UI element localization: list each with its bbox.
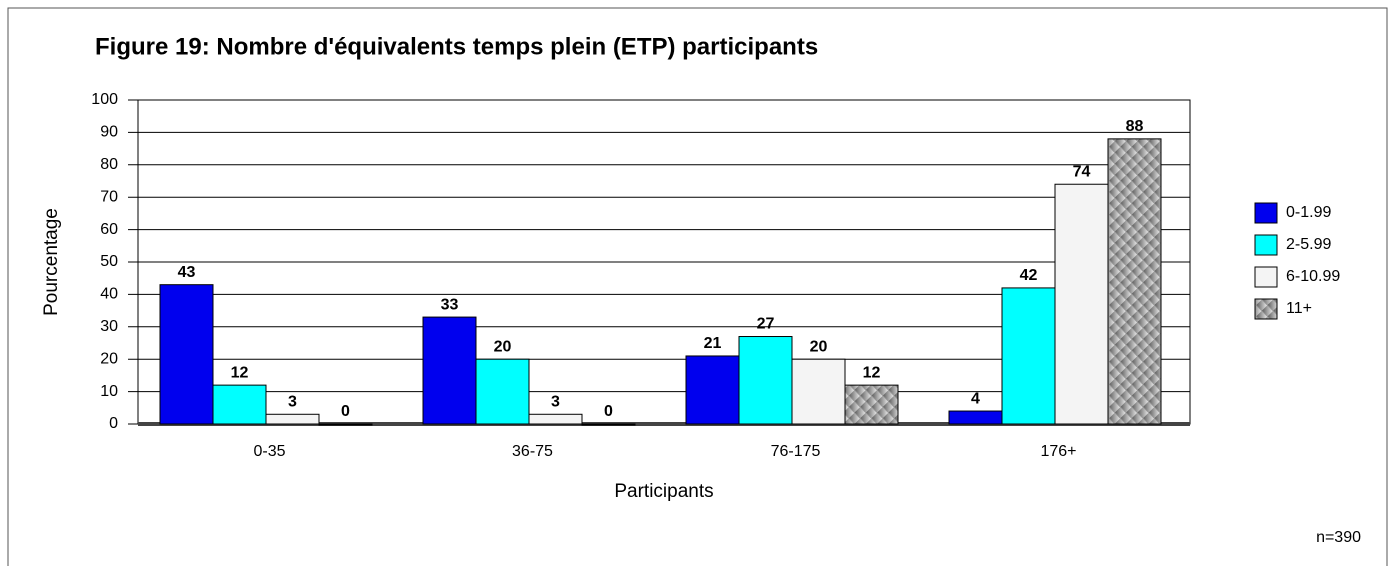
value-label: 20 xyxy=(494,338,512,355)
value-label: 12 xyxy=(231,364,249,381)
y-tick-label: 90 xyxy=(100,124,118,141)
bar xyxy=(738,336,793,425)
value-label: 0 xyxy=(604,403,613,420)
y-axis-label: Pourcentage xyxy=(41,208,62,316)
bar xyxy=(685,355,740,425)
bar xyxy=(475,358,530,425)
value-label: 21 xyxy=(704,335,722,352)
bar xyxy=(1001,287,1056,425)
bar xyxy=(844,384,899,425)
bar xyxy=(265,413,320,425)
legend-swatch xyxy=(1254,234,1278,256)
legend-label: 0-1.99 xyxy=(1286,204,1331,221)
value-label: 27 xyxy=(757,316,775,333)
x-tick-label: 0-35 xyxy=(253,443,285,460)
legend-label: 2-5.99 xyxy=(1286,236,1331,253)
bar xyxy=(159,284,214,425)
y-tick-label: 100 xyxy=(91,91,118,108)
note: n=390 xyxy=(1316,529,1361,546)
bar xyxy=(791,358,846,425)
x-axis-label: Participants xyxy=(614,481,713,502)
bar xyxy=(212,384,267,425)
value-label: 74 xyxy=(1073,163,1091,180)
bar xyxy=(528,413,583,425)
floor xyxy=(138,422,1190,426)
value-label: 4 xyxy=(971,390,980,407)
value-label: 42 xyxy=(1020,267,1038,284)
y-tick-label: 60 xyxy=(100,221,118,238)
y-tick-label: 20 xyxy=(100,350,118,367)
x-tick-label: 76-175 xyxy=(771,443,821,460)
frame xyxy=(7,7,1388,566)
y-tick-label: 80 xyxy=(100,156,118,173)
bar xyxy=(948,410,1003,425)
y-tick-label: 50 xyxy=(100,253,118,270)
legend-swatch xyxy=(1254,266,1278,288)
y-tick-label: 30 xyxy=(100,318,118,335)
x-tick-label: 176+ xyxy=(1040,443,1076,460)
y-tick-label: 0 xyxy=(109,415,118,432)
value-label: 20 xyxy=(810,338,828,355)
legend-label: 6-10.99 xyxy=(1286,268,1340,285)
value-label: 3 xyxy=(551,393,560,410)
y-tick-label: 10 xyxy=(100,383,118,400)
value-label: 33 xyxy=(441,296,459,313)
chart-title: Figure 19: Nombre d'équivalents temps pl… xyxy=(95,33,818,60)
bar xyxy=(422,316,477,425)
bar xyxy=(1054,183,1109,425)
value-label: 43 xyxy=(178,264,196,281)
legend-label: 11+ xyxy=(1286,300,1312,317)
legend-swatch xyxy=(1254,202,1278,224)
y-tick-label: 70 xyxy=(100,188,118,205)
y-tick-label: 40 xyxy=(100,286,118,303)
value-label: 3 xyxy=(288,393,297,410)
value-label: 12 xyxy=(863,364,881,381)
legend-swatch xyxy=(1254,298,1278,320)
bar xyxy=(1107,138,1162,425)
bar xyxy=(318,423,373,426)
x-tick-label: 36-75 xyxy=(512,443,553,460)
bar xyxy=(581,423,636,426)
value-label: 88 xyxy=(1126,118,1144,135)
value-label: 0 xyxy=(341,403,350,420)
